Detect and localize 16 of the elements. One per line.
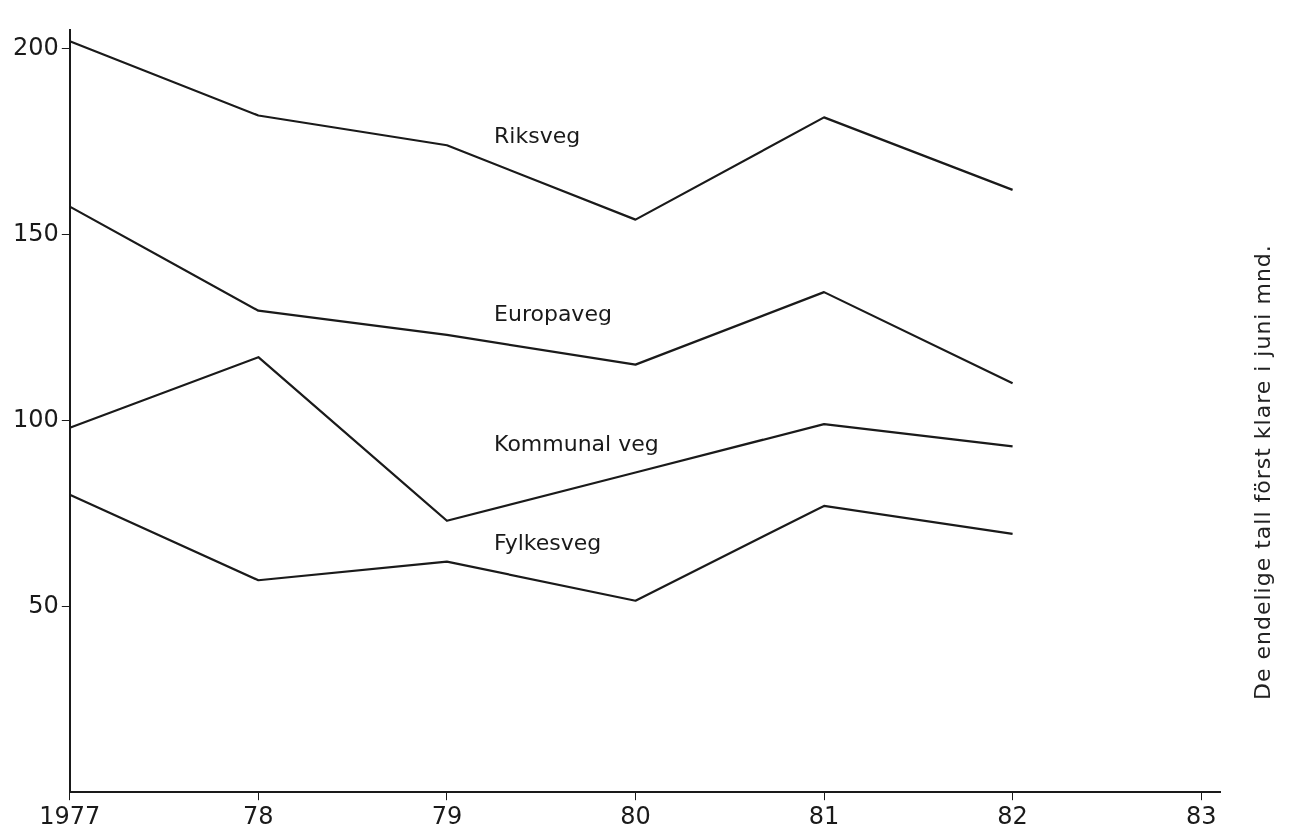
x-tick-label: 79 xyxy=(431,801,463,830)
series-label: Fylkesveg xyxy=(494,530,602,556)
x-tick-label: 78 xyxy=(243,801,274,830)
text: De endelige tall först klare i juni mnd. xyxy=(1250,243,1275,700)
x-tick-label: 80 xyxy=(620,801,651,830)
x-tick-label: 1977 xyxy=(39,801,101,830)
x-tick-label: 82 xyxy=(997,801,1028,830)
y-tick-label: 50 xyxy=(28,590,59,619)
x-tick-label: 81 xyxy=(808,801,840,830)
x-tick-label: 83 xyxy=(1185,801,1217,830)
y-tick-label: 200 xyxy=(13,32,59,61)
series-label: Kommunal veg xyxy=(494,431,659,457)
series-label: Riksveg xyxy=(494,122,581,148)
y-tick-label: 100 xyxy=(13,404,59,433)
y-tick-label: 150 xyxy=(13,218,59,247)
series-label: Europaveg xyxy=(494,301,612,327)
